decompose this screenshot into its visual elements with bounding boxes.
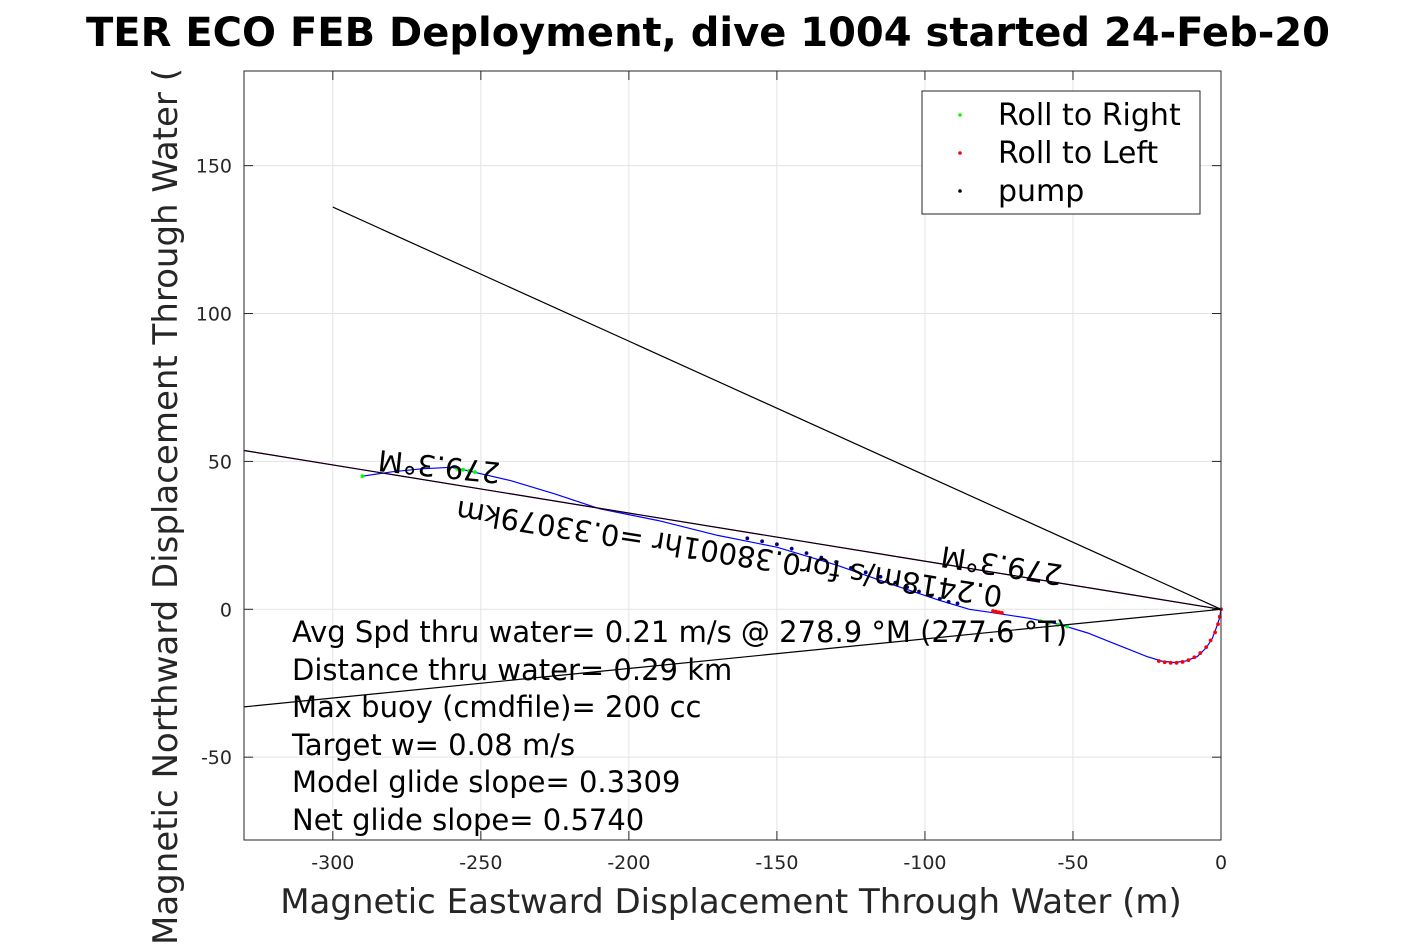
series-7 <box>243 608 1222 708</box>
data-point <box>1198 651 1203 655</box>
series-line <box>332 206 1222 610</box>
data-point <box>893 580 898 585</box>
data-point <box>946 600 951 604</box>
series-5 <box>243 449 1222 610</box>
legend-marker-roll-left <box>958 151 962 155</box>
data-point <box>849 565 853 570</box>
note-net-glide-slope: Net glide slope= 0.5740 <box>292 803 644 837</box>
note-distance: Distance thru water= 0.29 km <box>292 653 732 687</box>
data-point <box>1192 655 1197 660</box>
data-point <box>1162 660 1167 665</box>
y-tick-label: 50 <box>208 451 232 473</box>
x-tick-label: -300 <box>311 852 354 874</box>
data-point <box>1186 658 1191 663</box>
series-0 <box>362 466 1222 664</box>
data-point <box>455 466 460 471</box>
x-tick-labels: -300 -250 -200 -150 -100 -50 0 <box>311 852 1227 874</box>
legend: Roll to Right Roll to Left pump <box>921 90 1201 215</box>
y-tick-label: 0 <box>220 599 232 621</box>
series-2 <box>991 607 1223 665</box>
y-tick-labels: -50 0 50 100 150 <box>196 156 232 770</box>
x-axis-label: Magnetic Eastward Displacement Through W… <box>280 882 1182 922</box>
legend-marker-roll-right <box>958 113 962 117</box>
series-3 <box>745 536 960 606</box>
data-point <box>1208 638 1213 643</box>
data-point <box>994 609 998 614</box>
series-line <box>362 466 1222 664</box>
data-point <box>467 468 471 473</box>
data-point <box>1213 630 1217 635</box>
data-point <box>834 560 839 564</box>
series-line <box>243 608 1222 708</box>
x-tick-label: -100 <box>903 852 946 874</box>
data-point <box>928 594 933 598</box>
legend-marker-pump <box>958 189 962 193</box>
data-point <box>360 474 365 479</box>
data-point <box>997 610 1001 615</box>
statistics-notes: Avg Spd thru water= 0.21 m/s @ 278.9 °M … <box>291 615 1067 837</box>
x-tick-label: 0 <box>1215 852 1227 874</box>
legend-label-roll-left: Roll to Left <box>998 136 1158 171</box>
y-tick-label: -50 <box>201 747 232 769</box>
y-tick-label: 150 <box>196 156 232 178</box>
data-point <box>991 609 995 613</box>
note-max-buoy: Max buoy (cmdfile)= 200 cc <box>292 690 701 724</box>
data-point <box>1038 619 1043 624</box>
data-point <box>461 467 465 472</box>
series-line <box>243 449 1222 610</box>
data-point <box>955 601 960 606</box>
data-point <box>760 539 765 544</box>
legend-label-roll-right: Roll to Right <box>998 98 1181 133</box>
x-tick-label: -50 <box>1057 852 1088 874</box>
note-avg-speed: Avg Spd thru water= 0.21 m/s @ 278.9 °M … <box>292 615 1067 649</box>
data-point <box>1174 660 1179 665</box>
y-axis-label: Magnetic Northward Displacement Through … <box>146 68 186 945</box>
legend-label-pump: pump <box>998 174 1084 209</box>
data-point <box>1216 622 1220 626</box>
data-point <box>937 597 942 601</box>
data-point <box>1180 660 1185 664</box>
data-point <box>1204 645 1209 650</box>
data-point <box>473 470 477 474</box>
data-point <box>878 574 883 579</box>
data-point <box>789 546 794 551</box>
series-6 <box>332 206 1222 610</box>
data-point <box>1047 621 1052 625</box>
data-point <box>1156 659 1161 663</box>
data-point <box>1168 660 1173 665</box>
y-tick-label: 100 <box>196 304 232 326</box>
data-point <box>804 551 809 556</box>
data-point <box>819 555 824 560</box>
note-model-glide-slope: Model glide slope= 0.3309 <box>292 765 680 799</box>
series-layer <box>243 206 1223 708</box>
data-point <box>1000 610 1004 615</box>
data-point <box>1065 624 1069 629</box>
data-point <box>917 589 921 594</box>
note-target-w: Target w= 0.08 m/s <box>291 728 575 762</box>
data-point <box>905 585 910 590</box>
data-point <box>745 536 750 541</box>
x-tick-label: -250 <box>459 852 502 874</box>
legend-box <box>921 90 1201 215</box>
data-point <box>775 542 779 547</box>
chart-title: TER ECO FEB Deployment, dive 1004 starte… <box>86 10 1330 56</box>
x-tick-label: -150 <box>755 852 798 874</box>
x-tick-label: -200 <box>607 852 650 874</box>
axes-box <box>243 70 1222 841</box>
data-point <box>863 570 868 575</box>
